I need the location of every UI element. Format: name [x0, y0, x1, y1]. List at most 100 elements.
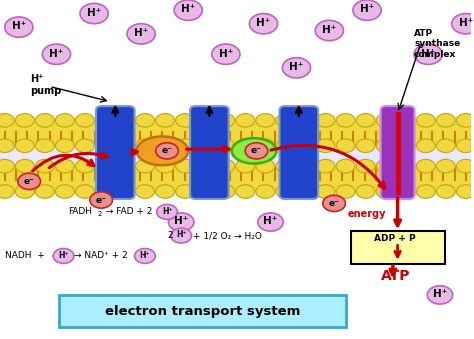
Text: ADP + P: ADP + P [374, 235, 416, 243]
FancyBboxPatch shape [59, 295, 346, 327]
Text: H⁺: H⁺ [264, 216, 278, 226]
Circle shape [96, 114, 114, 127]
Circle shape [155, 139, 174, 153]
Text: H⁺: H⁺ [58, 251, 69, 260]
Circle shape [196, 114, 215, 127]
Circle shape [416, 114, 435, 127]
Circle shape [414, 44, 442, 64]
Circle shape [376, 139, 395, 153]
Circle shape [5, 17, 33, 37]
Circle shape [127, 24, 155, 44]
Circle shape [356, 185, 375, 198]
Circle shape [336, 159, 355, 173]
Circle shape [216, 139, 235, 153]
Circle shape [55, 185, 74, 198]
Text: 2: 2 [167, 231, 173, 240]
Text: H⁺: H⁺ [322, 25, 337, 35]
Circle shape [155, 114, 174, 127]
Circle shape [157, 204, 177, 219]
Circle shape [296, 159, 315, 173]
Circle shape [396, 114, 415, 127]
Circle shape [376, 159, 395, 173]
Circle shape [296, 185, 315, 198]
Circle shape [416, 185, 435, 198]
Circle shape [236, 185, 255, 198]
Text: e⁻: e⁻ [162, 146, 173, 155]
Circle shape [336, 114, 355, 127]
Circle shape [216, 114, 235, 127]
Text: FADH: FADH [68, 207, 92, 216]
Circle shape [216, 159, 235, 173]
Circle shape [42, 44, 71, 64]
Circle shape [0, 139, 14, 153]
Circle shape [236, 139, 255, 153]
Text: H⁺: H⁺ [176, 231, 186, 239]
Bar [0, 166, 471, 192]
Circle shape [336, 185, 355, 198]
Circle shape [0, 185, 14, 198]
Circle shape [256, 139, 275, 153]
Circle shape [116, 159, 135, 173]
Circle shape [136, 159, 155, 173]
Text: H⁺: H⁺ [421, 48, 435, 59]
Circle shape [55, 159, 74, 173]
Circle shape [296, 139, 315, 153]
FancyBboxPatch shape [381, 106, 415, 199]
Circle shape [75, 139, 94, 153]
Circle shape [155, 185, 174, 198]
Circle shape [456, 185, 474, 198]
Circle shape [316, 159, 335, 173]
Bar [0, 117, 471, 195]
Circle shape [36, 139, 54, 153]
Circle shape [212, 44, 240, 64]
Circle shape [353, 0, 381, 20]
Circle shape [356, 159, 375, 173]
Circle shape [176, 159, 194, 173]
Circle shape [216, 185, 235, 198]
Text: H⁺
pump: H⁺ pump [31, 74, 62, 96]
Circle shape [236, 114, 255, 127]
Circle shape [196, 185, 215, 198]
Circle shape [136, 114, 155, 127]
Circle shape [437, 185, 455, 198]
Circle shape [0, 159, 14, 173]
Circle shape [276, 159, 295, 173]
Circle shape [256, 159, 275, 173]
Circle shape [416, 139, 435, 153]
Circle shape [156, 143, 178, 159]
FancyBboxPatch shape [190, 106, 228, 199]
Text: H⁺: H⁺ [162, 207, 172, 216]
Text: + 1/2 O₂ → H₂O: + 1/2 O₂ → H₂O [193, 231, 262, 240]
Circle shape [53, 248, 74, 263]
Text: → NAD⁺ + 2: → NAD⁺ + 2 [74, 252, 128, 260]
Circle shape [376, 114, 395, 127]
Circle shape [437, 139, 455, 153]
Circle shape [174, 0, 202, 20]
FancyBboxPatch shape [351, 231, 445, 264]
Circle shape [96, 159, 114, 173]
Circle shape [437, 114, 455, 127]
Circle shape [135, 248, 155, 263]
Circle shape [283, 58, 310, 78]
Text: H⁺: H⁺ [219, 48, 233, 59]
Circle shape [116, 185, 135, 198]
Circle shape [249, 14, 278, 34]
Circle shape [256, 114, 275, 127]
Circle shape [416, 159, 435, 173]
Circle shape [176, 114, 194, 127]
Circle shape [116, 139, 135, 153]
Circle shape [356, 139, 375, 153]
Circle shape [336, 139, 355, 153]
Circle shape [15, 114, 34, 127]
Bar [0, 120, 471, 146]
Circle shape [116, 114, 135, 127]
Text: ATP
synthase
complex: ATP synthase complex [414, 29, 460, 59]
Circle shape [15, 185, 34, 198]
Circle shape [316, 185, 335, 198]
Circle shape [171, 228, 191, 243]
Circle shape [75, 159, 94, 173]
Text: e⁻: e⁻ [24, 177, 35, 186]
Circle shape [276, 114, 295, 127]
Circle shape [456, 114, 474, 127]
Ellipse shape [137, 136, 188, 165]
